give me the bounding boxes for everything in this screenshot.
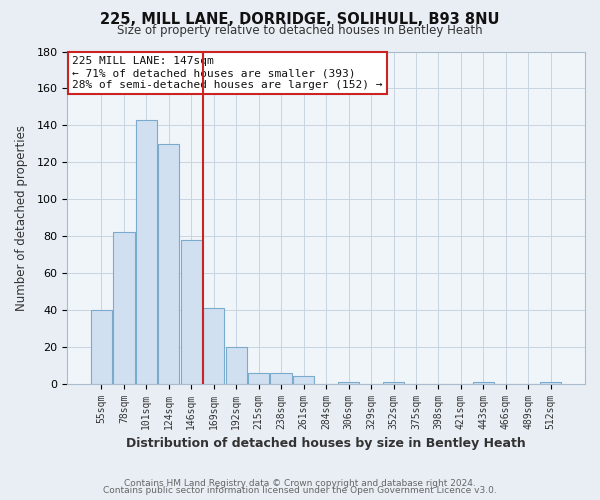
X-axis label: Distribution of detached houses by size in Bentley Heath: Distribution of detached houses by size … [126, 437, 526, 450]
Bar [226, 347, 247, 384]
Text: Size of property relative to detached houses in Bentley Heath: Size of property relative to detached ho… [117, 24, 483, 37]
Bar [473, 382, 494, 384]
Bar [293, 376, 314, 384]
Text: 225 MILL LANE: 147sqm
← 71% of detached houses are smaller (393)
28% of semi-det: 225 MILL LANE: 147sqm ← 71% of detached … [73, 56, 383, 90]
Bar [113, 232, 134, 384]
Y-axis label: Number of detached properties: Number of detached properties [15, 124, 28, 310]
Text: 225, MILL LANE, DORRIDGE, SOLIHULL, B93 8NU: 225, MILL LANE, DORRIDGE, SOLIHULL, B93 … [100, 12, 500, 28]
Bar [338, 382, 359, 384]
Text: Contains HM Land Registry data © Crown copyright and database right 2024.: Contains HM Land Registry data © Crown c… [124, 478, 476, 488]
Bar [271, 372, 292, 384]
Bar [540, 382, 562, 384]
Bar [136, 120, 157, 384]
Bar [91, 310, 112, 384]
Bar [158, 144, 179, 384]
Text: Contains public sector information licensed under the Open Government Licence v3: Contains public sector information licen… [103, 486, 497, 495]
Bar [181, 240, 202, 384]
Bar [383, 382, 404, 384]
Bar [203, 308, 224, 384]
Bar [248, 372, 269, 384]
